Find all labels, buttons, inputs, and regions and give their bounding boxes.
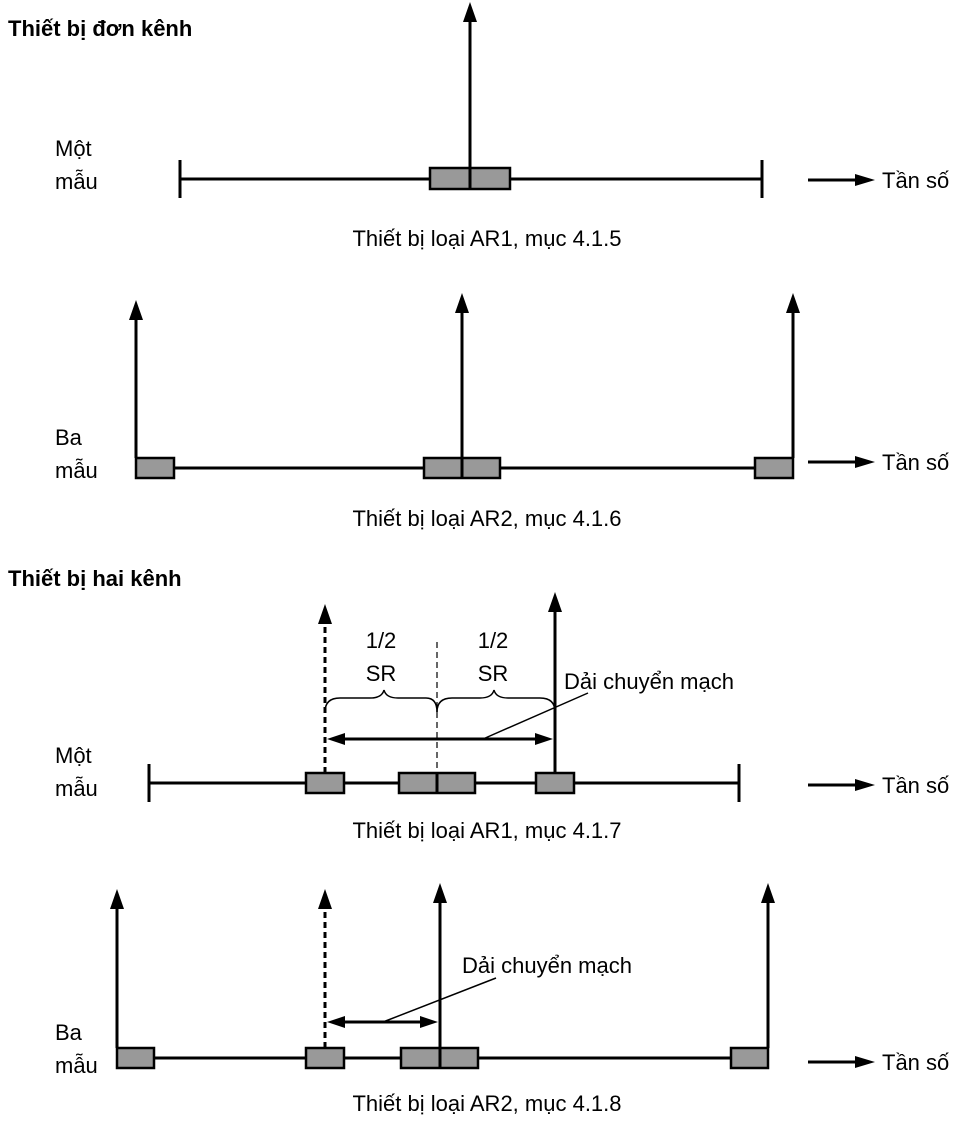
sample-label-line1: Ba: [55, 425, 83, 450]
sample-label-line1: Một: [55, 136, 92, 161]
switching-range-leader-line: [382, 977, 497, 1023]
panel-ar2-4-1-6: Ba mẫu Tần số Thiết bị loại AR2, mục 4.1…: [55, 293, 949, 531]
half-sr-label-bottom: SR: [366, 661, 397, 686]
dashed-carrier-head: [318, 604, 332, 624]
switching-range-label: Dải chuyển mạch: [564, 669, 734, 694]
frequency-axis-label: Tần số: [882, 450, 949, 475]
carrier-arrow-head: [548, 592, 562, 612]
frequency-axis-label: Tần số: [882, 168, 949, 193]
panel-caption: Thiết bị loại AR1, mục 4.1.5: [352, 226, 621, 251]
sample-label-line2: mẫu: [55, 169, 98, 194]
sample-label-line2: mẫu: [55, 458, 98, 483]
panel-caption: Thiết bị loại AR2, mục 4.1.6: [352, 506, 621, 531]
channel-box-left: [115, 1046, 156, 1070]
sample-label-line2: mẫu: [55, 776, 98, 801]
half-sr-brace-right: [436, 689, 556, 713]
frequency-axis-label: Tần số: [882, 773, 949, 798]
switching-range-arrow-head-left: [327, 1016, 345, 1028]
channel-box-right: [753, 456, 795, 480]
section-title-single-channel: Thiết bị đơn kênh: [8, 16, 192, 41]
carrier-arrow-head: [463, 2, 477, 22]
channel-box-right: [729, 1046, 770, 1070]
panel-caption: Thiết bị loại AR1, mục 4.1.7: [352, 818, 621, 843]
carrier-arrow-center-head: [455, 293, 469, 313]
switching-range-arrow-head-right: [420, 1016, 438, 1028]
frequency-arrow-head: [855, 779, 875, 791]
half-sr-brace-left: [324, 689, 438, 713]
sample-label-line2: mẫu: [55, 1053, 98, 1078]
channel-box-left: [304, 771, 346, 795]
switching-range-label: Dải chuyển mạch: [462, 953, 632, 978]
switching-range-arrow-head-left: [327, 733, 345, 745]
frequency-arrow-head: [855, 456, 875, 468]
panel-caption: Thiết bị loại AR2, mục 4.1.8: [352, 1091, 621, 1116]
panel-ar1-4-1-7: Một mẫu 1/2 SR 1/2 SR Dải chuyển mạch Tầ…: [55, 592, 949, 843]
channel-box-switch: [304, 1046, 346, 1070]
section-title-dual-channel: Thiết bị hai kênh: [8, 566, 182, 591]
half-sr-label-top: 1/2: [478, 628, 509, 653]
switching-range-leader-line: [482, 692, 589, 740]
carrier-arrow-right-head: [761, 883, 775, 903]
panel-ar2-4-1-8: Ba mẫu Dải chuyển mạch Tần số Thiết bị l…: [55, 883, 949, 1116]
carrier-arrow-left-head: [110, 889, 124, 909]
frequency-arrow-head: [855, 174, 875, 186]
channel-box-right: [534, 771, 576, 795]
sample-label-line1: Một: [55, 743, 92, 768]
sample-label-line1: Ba: [55, 1020, 83, 1045]
frequency-axis-label: Tần số: [882, 1050, 949, 1075]
half-sr-label-top: 1/2: [366, 628, 397, 653]
switching-range-arrow-head-right: [535, 733, 553, 745]
dashed-carrier-head: [318, 889, 332, 909]
channel-box-left: [134, 456, 176, 480]
carrier-arrow-center-head: [433, 883, 447, 903]
half-sr-label-bottom: SR: [478, 661, 509, 686]
panel-ar1-4-1-5: Một mẫu Tần số Thiết bị loại AR1, mục 4.…: [55, 2, 949, 251]
carrier-arrow-left-head: [129, 300, 143, 320]
frequency-arrow-head: [855, 1056, 875, 1068]
carrier-arrow-right-head: [786, 293, 800, 313]
